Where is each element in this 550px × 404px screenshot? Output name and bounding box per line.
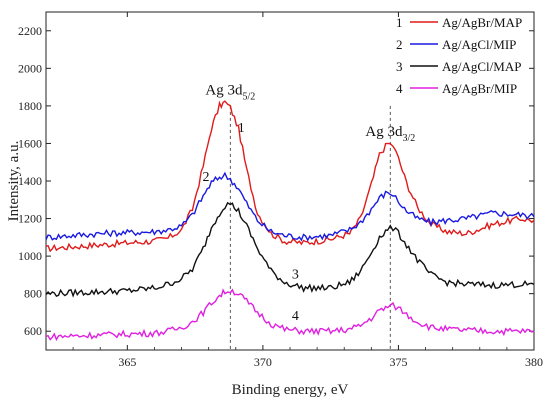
series-group (45, 100, 535, 342)
legend-label: Ag/AgBr/MIP (442, 81, 517, 96)
series-line-4 (45, 288, 535, 342)
y-tick-label: 1400 (18, 174, 42, 188)
legend: 1 Ag/AgBr/MAP 2 Ag/AgCl/MIP 3 Ag/AgCl/MAP 4 Ag/… (396, 15, 522, 96)
y-tick-label: 1800 (18, 99, 42, 113)
peak-annotation-2: Ag 3d3/2 (365, 124, 415, 144)
y-tick-label: 2000 (18, 61, 42, 75)
x-tick-label: 380 (525, 355, 543, 369)
legend-number: 1 (396, 15, 403, 30)
y-tick-label: 1600 (18, 136, 42, 150)
curve-label-3: 3 (292, 268, 299, 283)
x-axis-title: Binding energy, eV (232, 382, 349, 398)
legend-label: Ag/AgCl/MAP (442, 59, 521, 74)
peak-annotations: Ag 3d5/2 Ag 3d3/2 (205, 83, 415, 144)
x-tick-label: 375 (389, 355, 407, 369)
curve-label-4: 4 (292, 309, 299, 324)
series-line-1 (45, 100, 535, 253)
legend-number: 4 (396, 81, 403, 96)
series-line-3 (45, 201, 535, 298)
reference-lines (229, 105, 391, 350)
y-tick-label: 2200 (18, 24, 42, 38)
y-tick-label: 600 (24, 324, 42, 338)
y-tick-label: 1000 (18, 249, 42, 263)
x-tick-label: 365 (118, 355, 136, 369)
y-tick-label: 1200 (18, 212, 42, 226)
x-tick-label: 370 (254, 355, 272, 369)
axis-ticks: 365 370 375 380 600 800 1000 1200 1400 1600 1800 20… (18, 12, 543, 369)
legend-number: 2 (396, 37, 403, 52)
peak-annotation-1: Ag 3d5/2 (205, 83, 255, 103)
legend-number: 3 (396, 59, 403, 74)
legend-label: Ag/AgCl/MIP (442, 37, 516, 52)
y-axis-title: Intensity, a.u. (6, 141, 22, 222)
curve-label-1: 1 (238, 121, 245, 136)
series-line-2 (45, 171, 535, 242)
y-tick-label: 800 (24, 287, 42, 301)
curve-label-2: 2 (202, 170, 209, 185)
legend-label: Ag/AgBr/MAP (442, 15, 522, 30)
curve-labels: 1 2 3 4 (202, 121, 298, 324)
